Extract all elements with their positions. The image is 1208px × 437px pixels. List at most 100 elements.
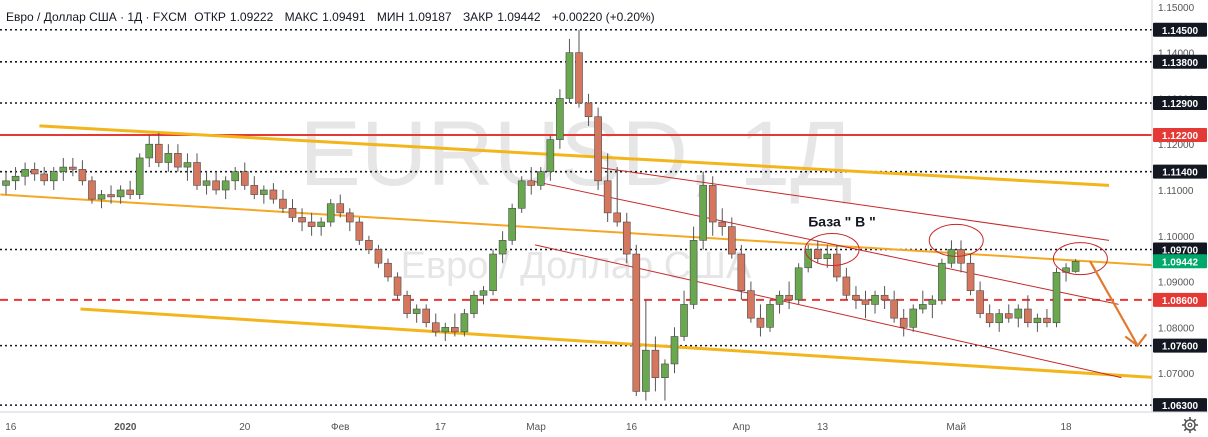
candle — [756, 304, 765, 337]
candle — [479, 286, 488, 305]
open-label: ОТКР — [194, 10, 226, 24]
candle-body — [260, 189, 268, 195]
candle — [603, 153, 612, 223]
candle-body — [928, 299, 937, 305]
level-price-tag: 1.11400 — [1162, 168, 1198, 179]
symbol-title[interactable]: Евро / Доллар США · 1Д · FXCM — [6, 10, 187, 24]
candle — [708, 176, 717, 236]
candle — [632, 244, 641, 396]
candle-body — [174, 153, 182, 168]
chart-header: Евро / Доллар США · 1Д · FXCM ОТКР 1.0922… — [6, 10, 659, 24]
candle — [813, 240, 822, 264]
candle-body — [231, 171, 239, 182]
candle — [966, 254, 975, 296]
level-price-tag-bg — [1153, 128, 1207, 143]
candle-body — [1014, 308, 1023, 319]
channel-mid-line — [531, 180, 1119, 305]
candle — [183, 153, 192, 181]
candle — [871, 290, 879, 314]
candle — [21, 162, 29, 186]
watermark-ticker: EURUSD, 1Д — [299, 103, 852, 205]
candle-body — [479, 290, 488, 296]
candle-body — [890, 299, 898, 319]
level-price-tag-bg — [1153, 398, 1207, 413]
candle-body — [584, 102, 593, 118]
candle-body — [517, 180, 526, 209]
candle-body — [556, 98, 564, 140]
candle-body — [498, 240, 507, 255]
support-line — [80, 307, 1157, 380]
x-tick-label: 16 — [5, 422, 17, 433]
current-price-tag: 1.09442 — [1162, 257, 1199, 268]
candle-body — [345, 212, 354, 223]
low-value: 1.09187 — [408, 10, 452, 24]
candle-body — [460, 313, 469, 333]
candle-body — [288, 207, 297, 218]
gear-icon[interactable] — [1180, 415, 1200, 435]
highlight-ellipse — [1052, 242, 1108, 276]
channel-top-line — [596, 166, 1110, 241]
close-label: ЗАКР — [462, 10, 494, 24]
candle — [2, 171, 10, 195]
candle — [909, 304, 918, 332]
candle-body — [30, 169, 39, 175]
candle-body — [575, 52, 583, 104]
y-tick-label: 1.14000 — [1158, 49, 1195, 60]
candle-body — [451, 327, 459, 333]
y-tick-label: 1.15000 — [1158, 3, 1195, 14]
candle — [642, 299, 650, 401]
candle — [823, 244, 832, 268]
candle — [737, 244, 746, 300]
candle — [489, 249, 497, 296]
candle-body — [718, 221, 727, 227]
candle — [40, 167, 49, 186]
candle — [441, 322, 450, 342]
candle-body — [546, 139, 555, 172]
candle-body — [642, 349, 650, 392]
candle — [527, 167, 536, 195]
candle-body — [221, 180, 230, 191]
candle — [164, 144, 173, 172]
candle — [928, 295, 937, 319]
candle-body — [116, 189, 125, 198]
level-price-tag: 1.07600 — [1162, 342, 1199, 353]
candle — [794, 263, 803, 305]
candle-body — [785, 294, 793, 301]
level-price-tag-bg — [1153, 338, 1207, 353]
candle-body — [813, 249, 822, 259]
candle-body — [661, 363, 669, 378]
candle-body — [536, 171, 545, 186]
candle — [451, 313, 459, 337]
level-price-tag-bg — [1153, 164, 1207, 179]
candle-body — [737, 253, 746, 291]
x-tick-label: Май — [946, 422, 966, 433]
candle — [918, 290, 927, 314]
candle — [250, 176, 259, 200]
candle — [107, 185, 115, 204]
candle-body — [384, 262, 392, 278]
candle-body — [145, 143, 154, 159]
candle — [985, 304, 994, 328]
candle-body — [135, 157, 144, 195]
candle — [126, 180, 134, 200]
candle — [1004, 304, 1013, 323]
candle-body — [985, 313, 994, 324]
candle — [260, 185, 268, 204]
candle-body — [431, 322, 440, 333]
candle — [622, 212, 631, 264]
candle — [536, 167, 545, 190]
candle — [393, 272, 402, 300]
candle — [1052, 267, 1061, 328]
candle-body — [336, 203, 345, 214]
x-tick-label: Апр — [733, 422, 751, 433]
x-tick-label: 16 — [626, 422, 638, 433]
open-value: 1.09222 — [229, 10, 274, 24]
candle-body — [164, 153, 173, 163]
x-tick-label: 18 — [1060, 422, 1072, 433]
candle-body — [412, 308, 421, 314]
candle-body — [680, 304, 688, 337]
candle-body — [871, 294, 879, 305]
base-b-label: База " В " — [808, 214, 876, 230]
